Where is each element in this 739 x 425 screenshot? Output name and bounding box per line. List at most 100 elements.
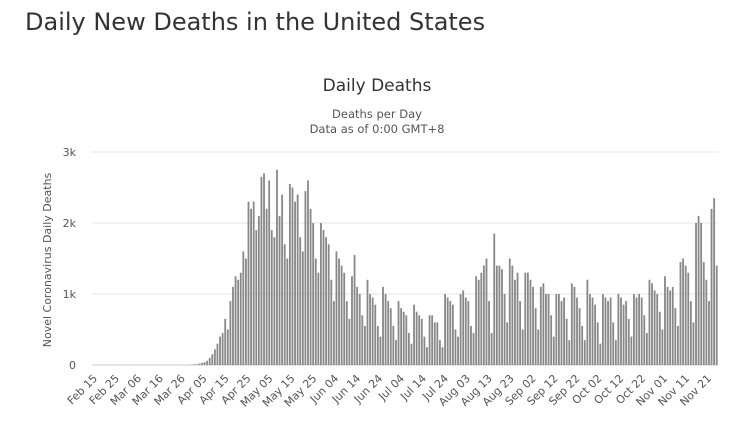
bar[interactable] [314,258,317,366]
bar[interactable] [224,318,227,365]
bar[interactable] [708,301,710,365]
bar[interactable] [601,294,604,365]
bar[interactable] [301,251,304,365]
bar[interactable] [402,311,405,365]
bar[interactable] [348,318,351,365]
bar[interactable] [503,294,506,365]
bar[interactable] [358,294,361,365]
bar[interactable] [656,294,659,365]
bar[interactable] [666,286,669,365]
bar[interactable] [257,215,260,365]
bar[interactable] [697,215,700,365]
bar[interactable] [547,294,550,365]
bar[interactable] [677,325,679,365]
bar[interactable] [444,294,446,365]
bar[interactable] [229,301,232,365]
bar[interactable] [695,223,697,365]
bar[interactable] [268,180,271,365]
bar[interactable] [270,230,273,365]
bar[interactable] [449,301,452,365]
bar[interactable] [645,333,648,365]
bar[interactable] [407,333,410,365]
bar[interactable] [273,237,276,365]
bar[interactable] [521,329,524,366]
bar[interactable] [596,322,599,365]
bar[interactable] [446,297,449,365]
bar[interactable] [604,297,607,365]
bar[interactable] [682,258,684,366]
bar[interactable] [578,308,581,365]
bar[interactable] [545,294,547,365]
bar[interactable] [477,279,480,365]
bar[interactable] [201,362,203,365]
bar[interactable] [294,201,296,365]
bar[interactable] [366,279,369,365]
bar[interactable] [689,301,692,365]
bar[interactable] [671,286,674,365]
bar[interactable] [291,187,294,366]
bar[interactable] [260,176,263,365]
bar[interactable] [338,258,340,366]
bar[interactable] [343,272,346,365]
bar[interactable] [221,333,224,365]
bar[interactable] [464,297,467,365]
bar[interactable] [389,308,392,365]
bar[interactable] [467,301,470,365]
bar[interactable] [501,269,503,365]
bar[interactable] [534,308,537,365]
bar[interactable] [361,315,364,365]
bar[interactable] [332,301,335,365]
bar[interactable] [506,322,509,365]
bar[interactable] [420,318,423,365]
bar[interactable] [330,279,333,365]
bar[interactable] [439,340,441,365]
bar[interactable] [369,294,371,365]
bar[interactable] [692,322,695,365]
bar[interactable] [252,201,255,365]
bar[interactable] [219,336,221,365]
bar[interactable] [570,283,573,365]
bar[interactable] [392,325,395,365]
bar[interactable] [278,215,281,365]
bar[interactable] [457,336,459,365]
bar[interactable] [451,304,454,365]
bar[interactable] [552,336,555,365]
bar[interactable] [317,272,320,365]
bar[interactable] [193,364,196,365]
bar[interactable] [563,297,565,365]
bar[interactable] [459,294,462,365]
bar[interactable] [296,194,299,365]
bar[interactable] [485,258,488,366]
bar[interactable] [345,301,348,365]
bar[interactable] [480,272,483,365]
bar[interactable] [405,315,408,365]
bar[interactable] [387,301,390,365]
bar[interactable] [288,183,291,365]
bar[interactable] [281,194,284,365]
bar[interactable] [614,340,617,365]
bar[interactable] [537,329,540,366]
bar[interactable] [462,290,465,365]
bar[interactable] [371,297,374,365]
bar[interactable] [638,294,641,365]
bar[interactable] [529,279,532,365]
bar[interactable] [612,322,615,365]
bar[interactable] [511,265,514,365]
bar[interactable] [620,297,622,365]
bar[interactable] [304,191,307,365]
bar[interactable] [247,201,250,365]
bar[interactable] [622,304,625,365]
bar[interactable] [674,308,677,365]
bar[interactable] [433,322,436,365]
bar[interactable] [687,272,690,365]
bar[interactable] [400,308,403,365]
bar[interactable] [208,357,211,365]
bar[interactable] [242,251,245,365]
bar[interactable] [307,180,309,365]
bar[interactable] [426,347,428,365]
bar[interactable] [643,315,646,365]
bar[interactable] [526,272,529,365]
bar[interactable] [286,258,289,366]
bar[interactable] [550,315,553,365]
bar[interactable] [630,336,633,365]
